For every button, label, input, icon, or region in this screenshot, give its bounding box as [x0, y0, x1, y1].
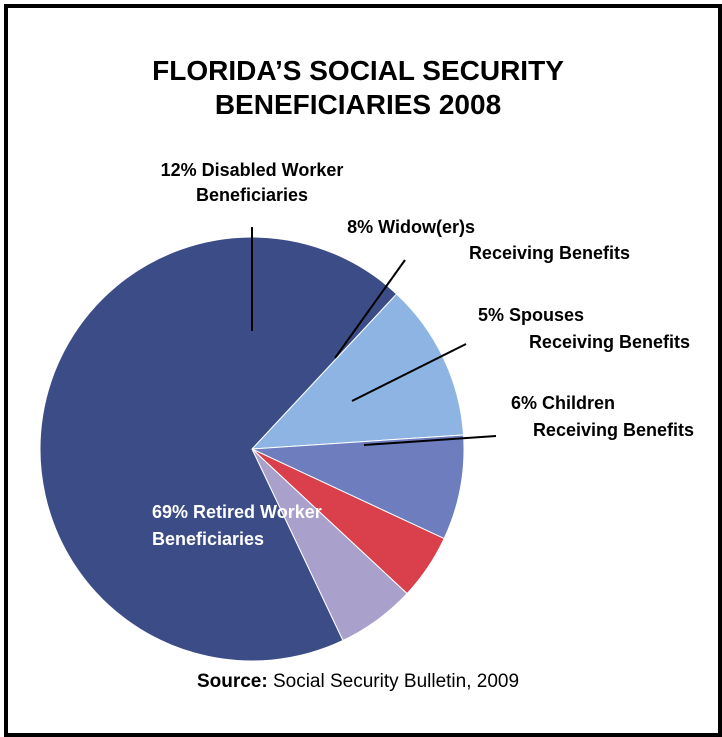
pie-chart: 12% Disabled Worker Beneficiaries 8% Widow…: [39, 160, 694, 662]
pie-slice-1: [251, 434, 465, 540]
source-note: Source: Social Security Bulletin, 2009: [8, 671, 708, 693]
chart-title-line-2: BENEFICIARIES 2008: [214, 89, 502, 120]
chart-title-line-1: FLORIDA’S SOCIAL SECURITY: [152, 55, 564, 86]
slice-label-3-line-1: Receiving Benefits: [533, 420, 694, 440]
pie-slice-4: [39, 236, 398, 662]
slice-label-0-line-0: 12% Disabled Worker: [161, 160, 344, 180]
slice-label-2-line-1: Receiving Benefits: [529, 332, 690, 352]
slice-label-1-line-1: Receiving Benefits: [469, 243, 630, 263]
slice-label-3-line-0: 6% Children: [511, 393, 615, 413]
leader-line-1: [334, 259, 406, 359]
leader-line-3: [363, 435, 497, 446]
chart-frame: FLORIDA’S SOCIAL SECURITY BENEFICIARIES …: [4, 4, 722, 737]
pie-slice-0: [250, 293, 465, 450]
slice-label-2-line-0: 5% Spouses: [478, 305, 584, 325]
slice-label-1-line-0: 8% Widow(er)s: [347, 217, 475, 237]
slice-label-4-line-1: Beneficiaries: [152, 529, 264, 549]
chart-title: FLORIDA’S SOCIAL SECURITY BENEFICIARIES …: [8, 54, 708, 122]
source-text: Social Security Bulletin, 2009: [272, 671, 520, 692]
slice-label-4-line-0: 69% Retired Worker: [152, 502, 322, 522]
leader-line-2: [351, 343, 467, 402]
slice-label-0-line-1: Beneficiaries: [196, 185, 308, 205]
source-label: Source:: [196, 671, 268, 692]
